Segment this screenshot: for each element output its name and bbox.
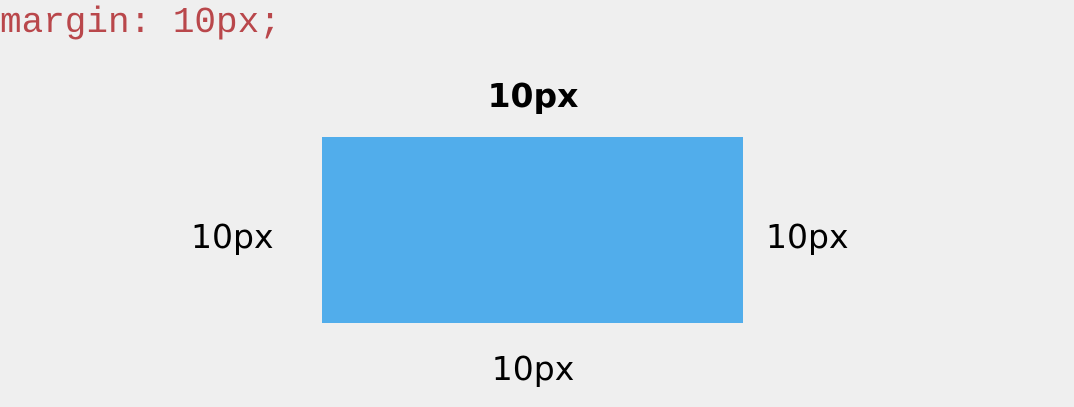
- margin-bottom-label: 10px: [491, 349, 575, 388]
- css-declaration: margin: 10px;: [0, 2, 281, 43]
- margin-left-label: 10px: [191, 217, 274, 256]
- margin-right-label: 10px: [766, 217, 849, 256]
- margin-top-label: 10px: [487, 76, 579, 115]
- element-box: [322, 137, 743, 323]
